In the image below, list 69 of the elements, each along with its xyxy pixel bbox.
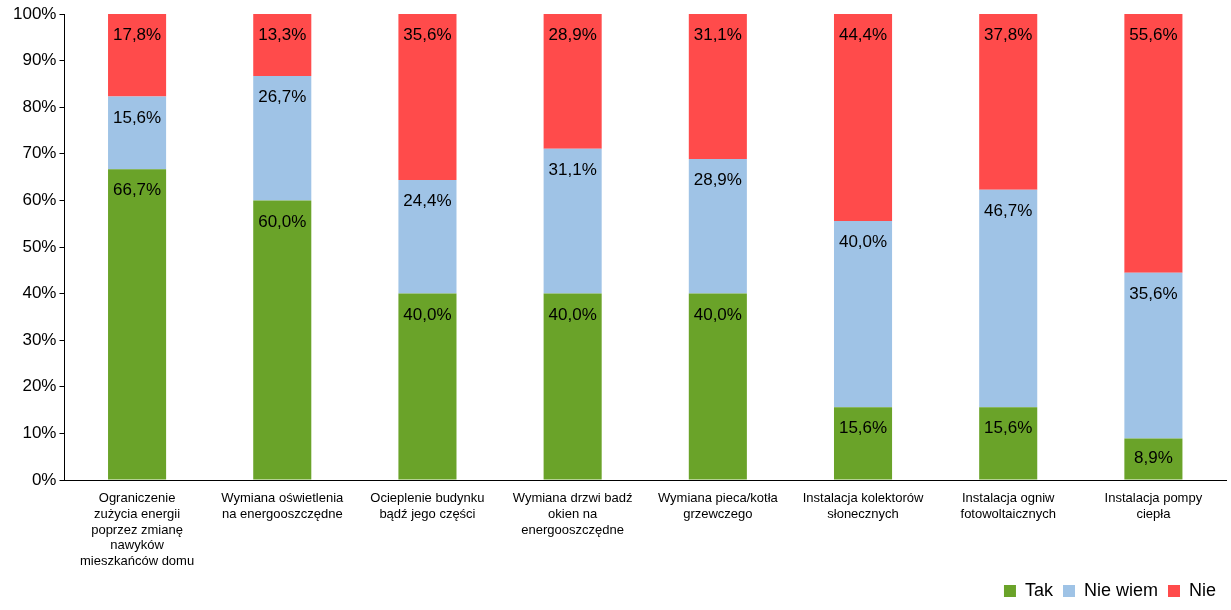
data-label: 8,9% (1134, 448, 1173, 468)
x-tick-label: Wymiana pieca/kotła grzewczego (657, 490, 779, 521)
legend-label: Nie (1188, 579, 1217, 600)
y-tick-label: 70% (22, 143, 57, 163)
data-label: 40,0% (838, 232, 888, 252)
data-label: 26,7% (258, 87, 307, 107)
bar (398, 179, 457, 294)
bar (253, 200, 312, 480)
y-tick-label: 20% (22, 376, 57, 396)
bar (979, 189, 1038, 408)
bar (688, 158, 747, 294)
x-tick-label: Wymiana oświetlenia na energooszczędne (221, 490, 345, 521)
y-tick-label: 10% (22, 423, 57, 443)
data-label: 55,6% (1129, 24, 1178, 44)
bar (688, 14, 747, 159)
data-label: 28,9% (548, 25, 597, 45)
data-label: 44,4% (838, 25, 888, 45)
x-tick-label: Ocieplenie budynku bądź jego części (370, 490, 485, 521)
data-label: 28,9% (693, 170, 742, 190)
bar (543, 293, 602, 480)
bar (688, 293, 747, 480)
data-label: 40,0% (403, 304, 452, 324)
bar (833, 407, 893, 480)
bar (1124, 14, 1183, 273)
x-tick-label: Instalacja kolektorów słonecznych (802, 490, 924, 521)
data-label: 35,6% (403, 25, 452, 45)
bar (833, 220, 893, 408)
bar (398, 293, 457, 480)
x-tick-label: Wymiana drzwi badź okien na energooszczędne (512, 490, 633, 537)
data-label: 60,0% (258, 211, 307, 231)
legend-label: Nie wiem (1083, 579, 1158, 600)
y-tick-label: 30% (22, 329, 57, 349)
data-label: 37,8% (984, 24, 1033, 44)
bar (833, 14, 893, 221)
bar (398, 14, 457, 180)
y-tick-label: 50% (22, 236, 57, 256)
bar (979, 14, 1038, 190)
x-tick-label: Instalacja ogniw fotowoltaicznych (960, 490, 1056, 521)
data-label: 40,0% (548, 304, 597, 324)
bar (979, 407, 1038, 480)
bar (1124, 272, 1183, 439)
x-tick-label: Instalacja pompy ciepła (1104, 490, 1203, 521)
bar (108, 14, 167, 97)
data-label: 46,7% (984, 200, 1033, 220)
bar (253, 14, 312, 76)
data-label: 40,0% (693, 304, 742, 324)
bar (543, 14, 602, 149)
bar (543, 148, 602, 294)
data-label: 31,1% (548, 159, 597, 179)
y-tick-label: 60% (22, 190, 57, 210)
x-tick-label: Ograniczenie zużycia energii poprzez zmianę nawyków mieszkańców domu (80, 490, 195, 568)
bar (108, 96, 167, 170)
data-label: 31,1% (693, 25, 742, 45)
data-label: 66,7% (112, 180, 162, 200)
data-label: 13,3% (258, 25, 307, 45)
y-tick-label: 80% (22, 96, 57, 116)
y-tick-label: 100% (13, 3, 57, 23)
bar (108, 169, 167, 480)
legend-label: Tak (1024, 579, 1054, 600)
data-label: 15,6% (112, 107, 162, 127)
y-tick-label: 40% (22, 283, 57, 303)
y-tick-label: 0% (31, 469, 57, 489)
data-label: 35,6% (1129, 283, 1178, 303)
data-label: 24,4% (403, 191, 452, 211)
data-label: 15,6% (984, 418, 1033, 438)
data-label: 17,8% (112, 24, 162, 44)
bar (253, 75, 312, 201)
y-tick-label: 90% (22, 50, 57, 70)
data-label: 15,6% (838, 418, 888, 438)
